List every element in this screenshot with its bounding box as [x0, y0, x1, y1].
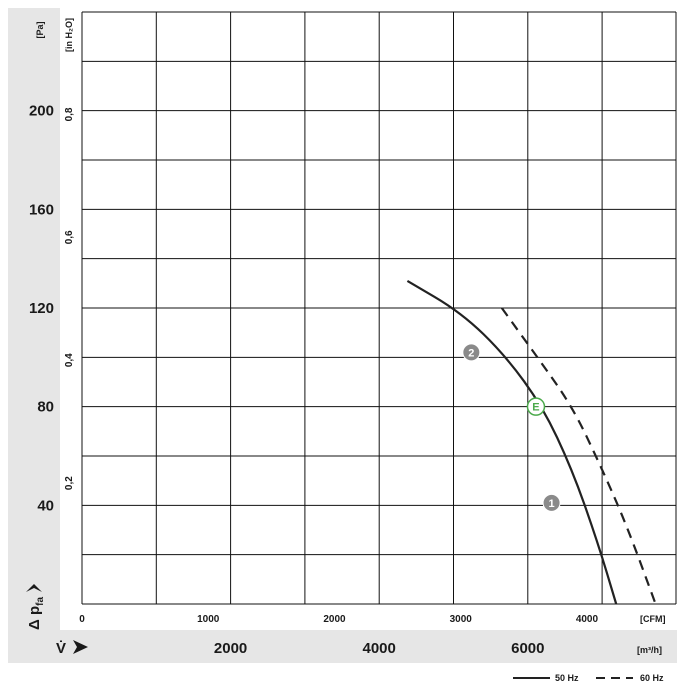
- operating-point-1: 1: [542, 493, 561, 512]
- inh2o-tick-label: 0,6: [64, 230, 75, 244]
- marker-label: 1: [549, 498, 555, 510]
- pa-unit-label: [Pa]: [35, 21, 45, 38]
- y-symbol-text: Δ p: [26, 606, 43, 630]
- bottom-band: [8, 630, 677, 663]
- pa-tick-label: 160: [29, 201, 54, 218]
- markers: 2 E 1: [462, 343, 561, 512]
- cfm-tick-label: 0: [79, 614, 85, 625]
- legend: 50 Hz 60 Hz: [513, 673, 664, 683]
- cfm-tick-label: 2000: [323, 614, 346, 625]
- y-axis-arrow-icon: [26, 584, 42, 592]
- operating-point-2: 2: [462, 343, 481, 362]
- marker-circle: [526, 397, 546, 416]
- cfm-tick-label: 1000: [197, 614, 220, 625]
- inh2o-tick-label: 0,4: [64, 353, 75, 367]
- pa-tick-label: 200: [29, 103, 54, 120]
- left-band: [8, 8, 60, 663]
- y-axis-symbol: Δ pfa: [26, 597, 46, 630]
- inh2o-tick-label: 0,2: [64, 476, 75, 490]
- marker-circle: [462, 343, 481, 362]
- m3h-tick-label: 4000: [363, 640, 396, 657]
- x-axis-symbol: V̇: [56, 640, 66, 657]
- legend-label-60hz: 60 Hz: [640, 673, 664, 683]
- m3h-tick-label: 6000: [511, 640, 544, 657]
- pa-tick-label: 40: [37, 497, 54, 514]
- y-symbol-subscript: fa: [35, 597, 46, 606]
- marker-circle: [542, 493, 561, 512]
- marker-label: E: [532, 402, 539, 414]
- inh2o-tick-label: 0,8: [64, 107, 75, 121]
- m3h-unit-label: [m³/h]: [637, 645, 662, 655]
- cfm-tick-label: 3000: [450, 614, 473, 625]
- cfm-tick-label: 4000: [576, 614, 599, 625]
- operating-point-e: E: [526, 397, 546, 416]
- inh2o-unit-label: [in H₂O]: [64, 18, 74, 52]
- m3h-tick-label: 2000: [214, 640, 247, 657]
- curve-50hz: [406, 279, 618, 605]
- grid: [81, 11, 677, 605]
- marker-label: 2: [468, 347, 474, 359]
- cfm-unit-label: [CFM]: [640, 614, 666, 624]
- x-axis-arrow-icon: [73, 640, 88, 654]
- legend-label-50hz: 50 Hz: [555, 673, 579, 683]
- pa-tick-label: 120: [29, 300, 54, 317]
- labels: [Pa] [in H₂O] Δ pfa V̇ [CFM] [m³/h] 40 80…: [26, 18, 666, 657]
- curves: [406, 279, 657, 605]
- pa-tick-label: 80: [37, 399, 54, 416]
